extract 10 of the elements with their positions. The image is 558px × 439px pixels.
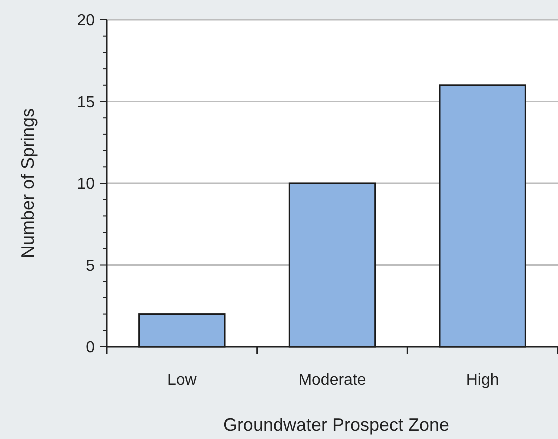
y-tick-label: 0 (86, 340, 96, 357)
x-tick-label: Moderate (298, 372, 366, 389)
y-axis-title: Number of Springs (18, 108, 38, 259)
x-tick-label: High (466, 372, 500, 389)
x-axis-title: Groundwater Prospect Zone (223, 415, 450, 435)
y-tick-label: 10 (77, 176, 96, 194)
y-tick-label: 20 (77, 12, 96, 30)
y-tick-label: 15 (77, 94, 96, 112)
x-tick-label: Low (167, 372, 198, 389)
y-tick-label: 5 (86, 258, 96, 275)
